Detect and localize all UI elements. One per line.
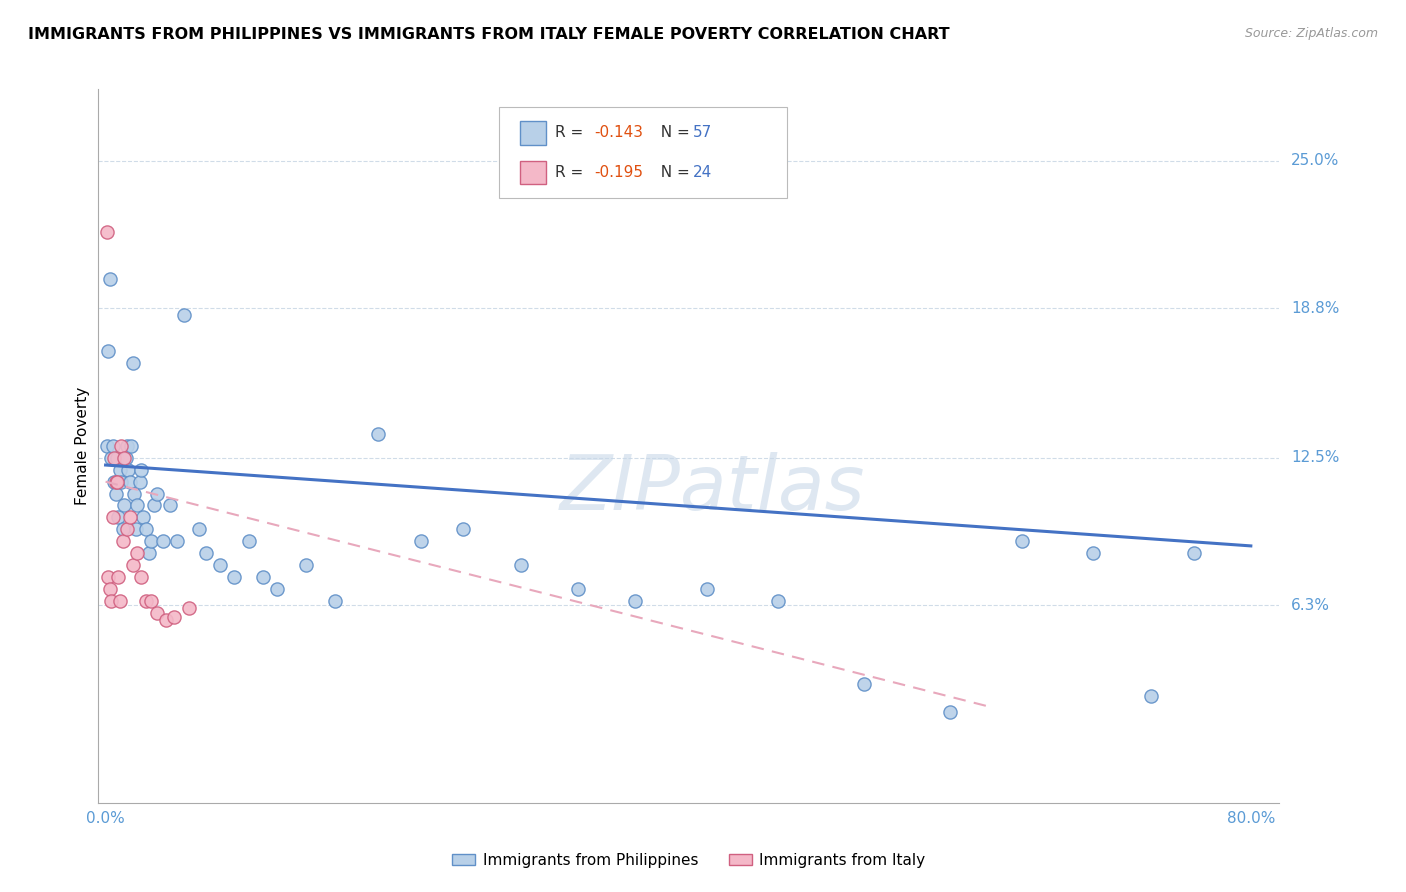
Text: N =: N = (651, 165, 695, 179)
Point (97, 343, 120, 358)
Point (103, 450, 125, 465)
Text: 6.3%: 6.3% (1291, 598, 1330, 613)
Point (104, 486, 127, 500)
Text: 18.8%: 18.8% (1291, 301, 1340, 316)
Point (768, 593, 790, 607)
Point (118, 475, 141, 489)
Point (115, 522, 138, 536)
Point (224, 570, 246, 584)
Point (177, 600, 200, 615)
Point (155, 613, 177, 627)
Point (105, 475, 128, 489)
Point (295, 558, 318, 572)
Text: IMMIGRANTS FROM PHILIPPINES VS IMMIGRANTS FROM ITALY FEMALE POVERTY CORRELATION : IMMIGRANTS FROM PHILIPPINES VS IMMIGRANT… (28, 27, 949, 42)
Point (141, 534, 163, 549)
Point (367, 427, 389, 442)
Point (266, 582, 288, 596)
Point (939, 706, 962, 720)
Text: -0.195: -0.195 (595, 165, 644, 179)
Point (567, 582, 589, 596)
Point (131, 570, 153, 584)
Point (122, 486, 145, 500)
Point (112, 499, 135, 513)
Text: N =: N = (651, 126, 695, 140)
Text: 24: 24 (693, 165, 713, 179)
Text: Source: ZipAtlas.com: Source: ZipAtlas.com (1244, 27, 1378, 40)
Point (104, 475, 127, 489)
Point (163, 610, 186, 624)
Point (98, 272, 121, 286)
Point (105, 450, 128, 465)
Point (853, 677, 876, 691)
Point (114, 450, 136, 465)
Text: 12.5%: 12.5% (1291, 450, 1340, 466)
Point (110, 439, 132, 453)
Point (125, 499, 148, 513)
Point (131, 463, 153, 477)
Point (252, 570, 274, 584)
Point (101, 510, 124, 524)
Point (135, 522, 157, 536)
Point (159, 499, 181, 513)
Point (409, 534, 432, 549)
Point (135, 593, 157, 607)
Text: 57: 57 (693, 126, 713, 140)
Text: R =: R = (555, 165, 589, 179)
Point (115, 439, 138, 453)
Point (100, 450, 122, 465)
Legend: Immigrants from Philippines, Immigrants from Italy: Immigrants from Philippines, Immigrants … (446, 847, 932, 873)
Point (108, 463, 131, 477)
Point (146, 606, 169, 620)
Point (624, 593, 647, 607)
Point (323, 593, 346, 607)
Point (1139, 689, 1161, 703)
Point (121, 558, 143, 572)
Point (111, 522, 134, 536)
Point (117, 463, 139, 477)
Point (121, 356, 143, 370)
Point (125, 546, 148, 560)
Point (138, 546, 160, 560)
Point (97, 570, 120, 584)
Point (141, 593, 163, 607)
Point (118, 510, 141, 524)
Point (194, 546, 217, 560)
Point (124, 522, 146, 536)
Text: 25.0%: 25.0% (1291, 153, 1340, 168)
Text: -0.143: -0.143 (595, 126, 644, 140)
Point (209, 558, 232, 572)
Point (110, 475, 132, 489)
Point (107, 510, 129, 524)
Point (143, 499, 166, 513)
Point (120, 439, 142, 453)
Point (1182, 546, 1205, 560)
Point (111, 534, 134, 549)
Point (173, 308, 195, 322)
Point (129, 475, 152, 489)
Point (100, 593, 122, 607)
Point (509, 558, 531, 572)
Point (152, 534, 174, 549)
Point (453, 522, 475, 536)
Point (1083, 546, 1105, 560)
Y-axis label: Female Poverty: Female Poverty (75, 387, 90, 505)
Point (146, 486, 169, 500)
Text: R =: R = (555, 126, 589, 140)
Text: ZIPatlas: ZIPatlas (560, 452, 865, 525)
Point (96, 439, 118, 453)
Point (132, 510, 155, 524)
Point (98, 582, 121, 596)
Point (1011, 534, 1033, 549)
Point (238, 534, 260, 549)
Point (96, 225, 118, 239)
Point (108, 593, 131, 607)
Point (187, 522, 209, 536)
Point (112, 450, 135, 465)
Point (107, 570, 129, 584)
Point (696, 582, 718, 596)
Point (166, 534, 188, 549)
Point (103, 475, 125, 489)
Point (101, 439, 124, 453)
